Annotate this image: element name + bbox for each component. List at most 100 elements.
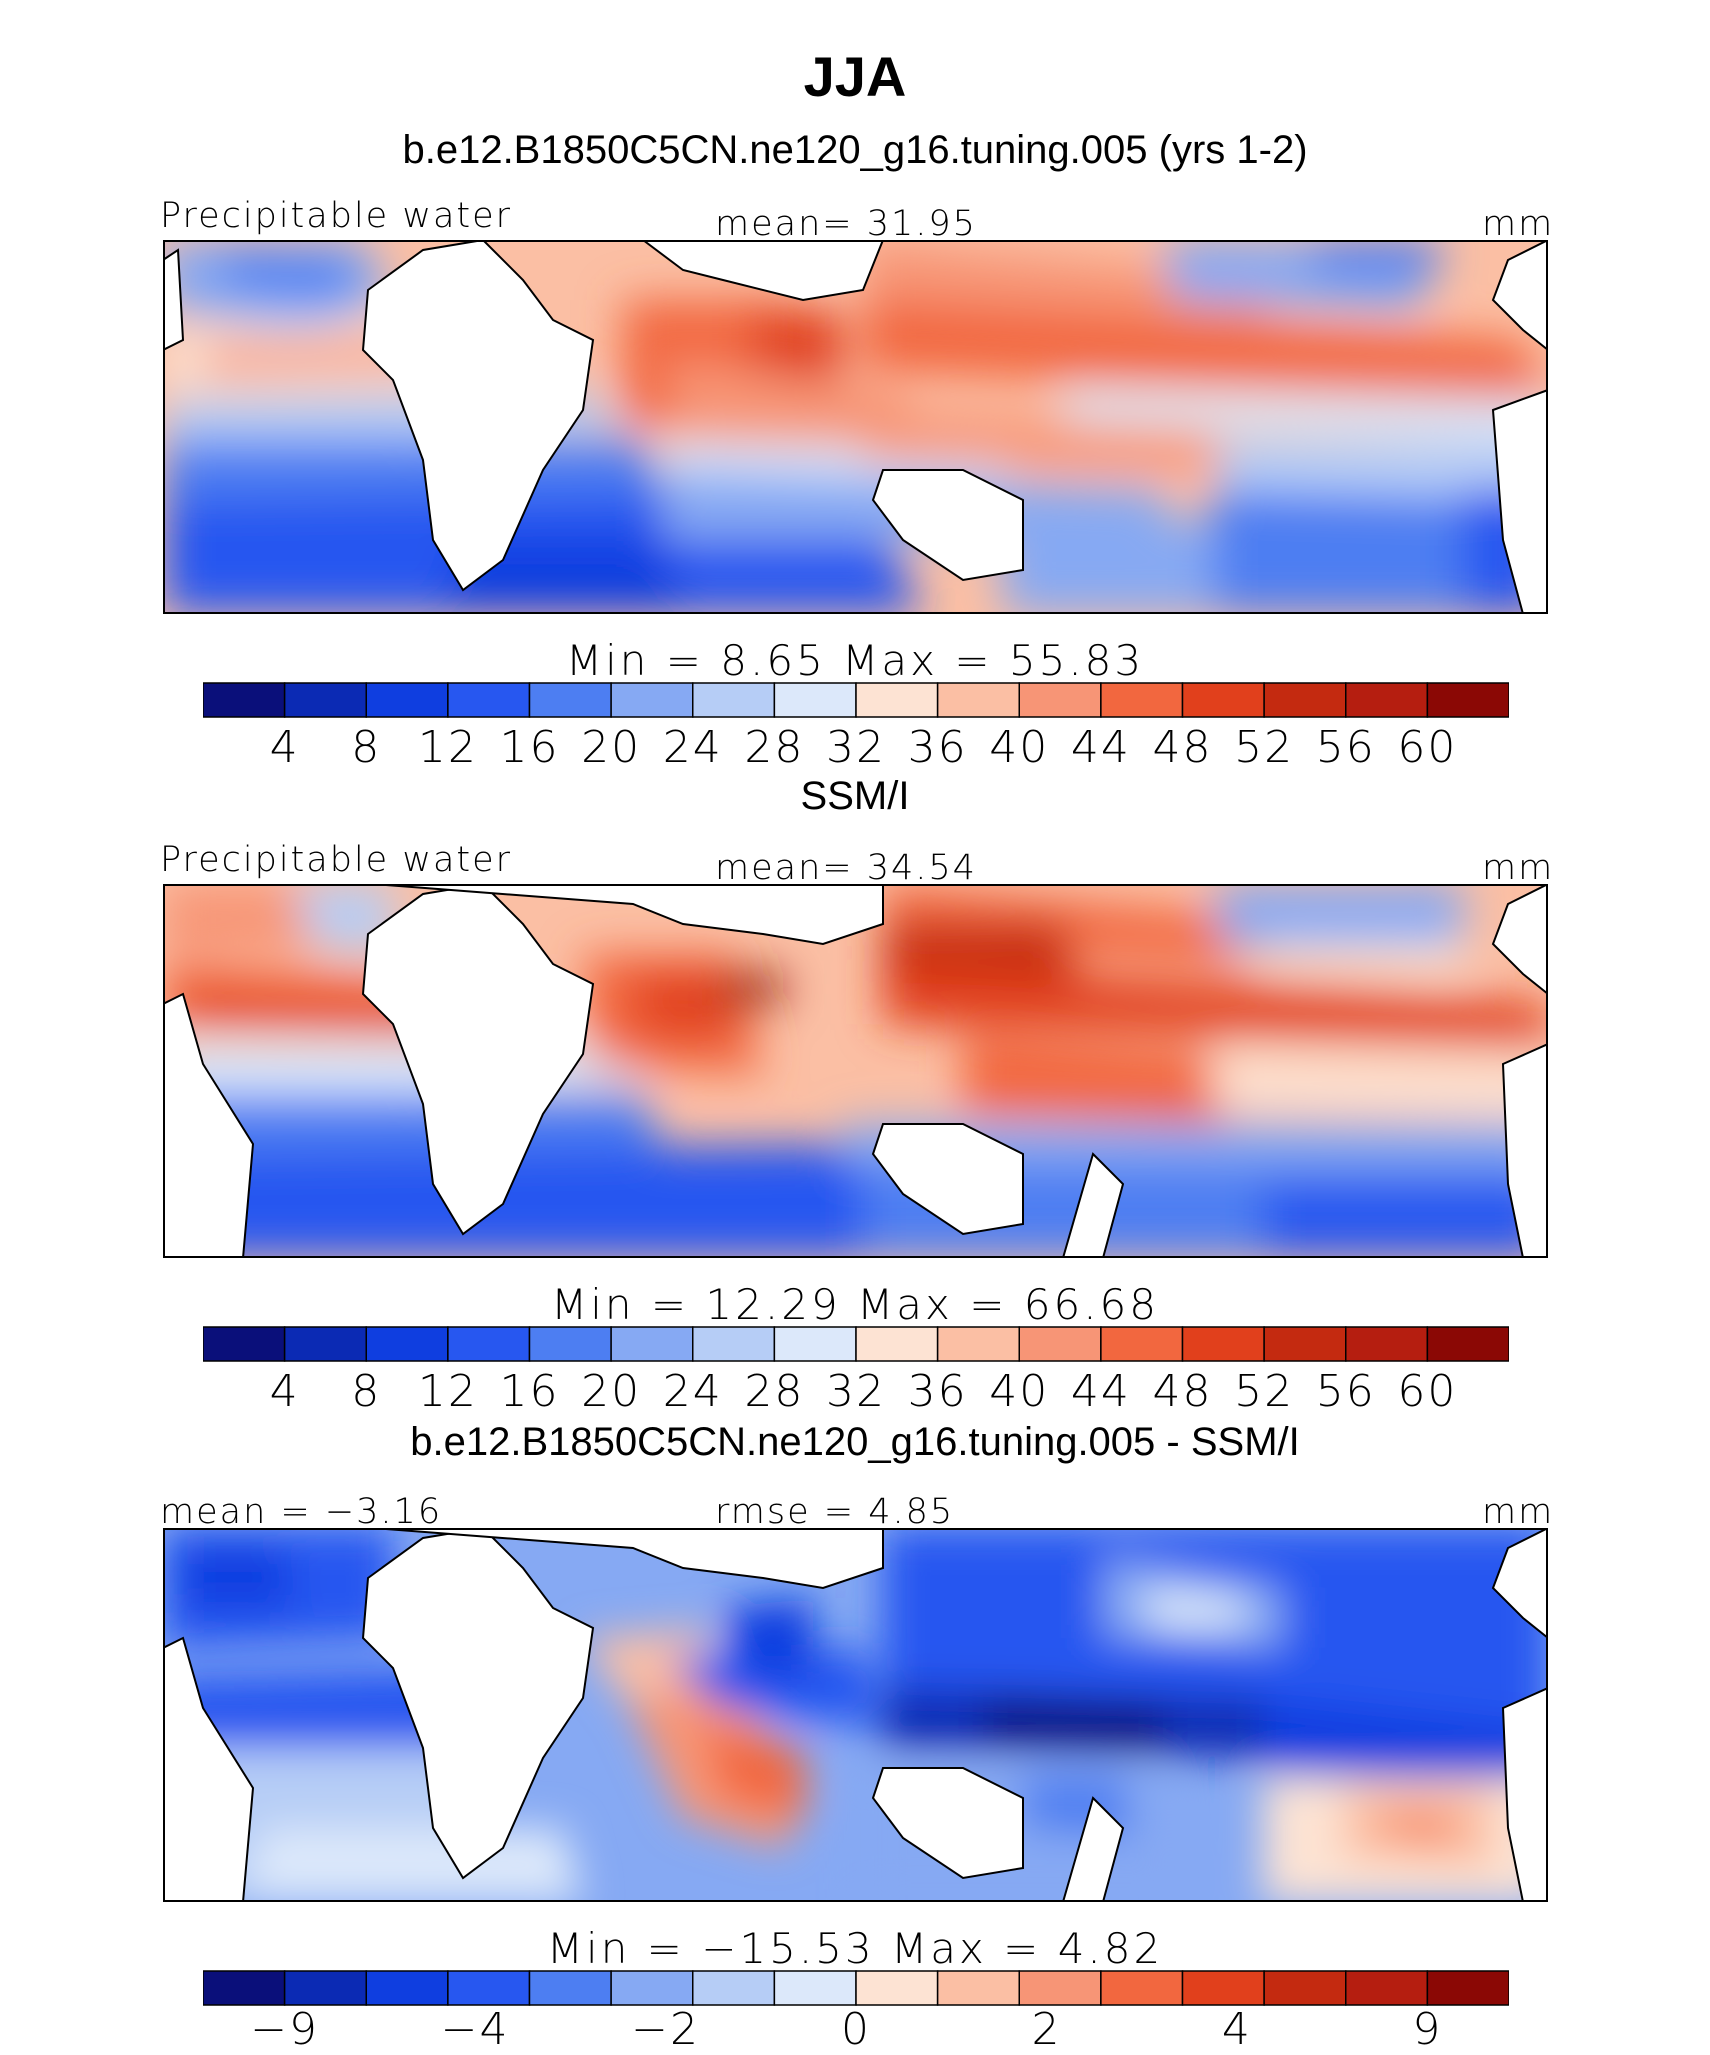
colorbar-bin [1181, 682, 1265, 718]
panel-3-units-label: mm [1482, 1492, 1555, 1532]
colorbar-tick-label: 4 [1221, 2004, 1252, 2055]
colorbar-tick-label: 12 [417, 722, 478, 773]
colorbar-tick-label: 4 [269, 722, 300, 773]
panel-3-title: b.e12.B1850C5CN.ne120_g16.tuning.005 - S… [410, 1420, 1300, 1464]
panel-1-colorbar [203, 682, 1509, 718]
colorbar-bin [1018, 682, 1102, 718]
colorbar-tick-label: 40 [989, 722, 1050, 773]
australia-landmass [871, 1123, 1024, 1236]
colorbar-bin [1018, 1326, 1102, 1362]
panel-2-minmax: Min = 12.29 Max = 66.68 [551, 1280, 1159, 1329]
colorbar-bin [855, 1326, 939, 1362]
colorbar-bin [692, 682, 776, 718]
africa-landmass [361, 884, 595, 1236]
colorbar-tick-label: 8 [351, 722, 382, 773]
colorbar-tick-label: 32 [826, 1366, 886, 1417]
colorbar-tick-label: 52 [1234, 1366, 1295, 1417]
colorbar-bin [528, 1326, 612, 1362]
panel-3-mean-label: mean = −3.16 [160, 1492, 443, 1532]
colorbar-bin [1426, 1970, 1509, 2006]
colorbar-bin [773, 682, 857, 718]
panel-1-units-label: mm [1482, 204, 1555, 244]
panel-1-field-label: Precipitable water [160, 196, 513, 236]
eurasia-landmass [493, 240, 885, 302]
colorbar-bin [447, 682, 531, 718]
colorbar-tick-label: 52 [1234, 722, 1295, 773]
panel-2-map [163, 884, 1548, 1258]
colorbar-bin [447, 1970, 531, 2006]
panel-3-map [163, 1528, 1548, 1902]
colorbar-bin [1426, 1326, 1509, 1362]
colorbar-bin [610, 1970, 694, 2006]
colorbar-bin [855, 682, 939, 718]
panel-1-frame [163, 240, 1548, 614]
colorbar-tick-label: 44 [1070, 722, 1131, 773]
colorbar-bin [692, 1326, 776, 1362]
colorbar-tick-label: 32 [826, 722, 886, 773]
colorbar-bin [773, 1970, 857, 2006]
colorbar-bin [528, 682, 612, 718]
colorbar-tick-label: 12 [417, 1366, 478, 1417]
colorbar-tick-label: 28 [744, 722, 805, 773]
colorbar-bin [1100, 1326, 1184, 1362]
panel-2-title: SSM/I [800, 774, 910, 818]
colorbar-tick-label: 4 [269, 1366, 300, 1417]
south-america-landmass [1491, 388, 1548, 614]
panel-3-frame [163, 1528, 1548, 1902]
panel-2-colorbar-ticks: 4 8 12 16 20 24 28 32 36 40 44 48 52 56 60 [203, 1366, 1509, 1417]
colorbar-bin [610, 1326, 694, 1362]
colorbar-bin [1018, 1970, 1102, 2006]
eurasia-landmass [372, 1528, 884, 1590]
colorbar-tick-label: 9 [1412, 2004, 1443, 2055]
panel-3-rmse-label: rmse = 4.85 [715, 1492, 955, 1532]
americas-landmass [1491, 240, 1548, 352]
colorbar-tick-label: −4 [440, 2004, 510, 2055]
colorbar-tick-label: 2 [1031, 2004, 1062, 2055]
colorbar-tick-label: 8 [351, 1366, 382, 1417]
panel-2-field-label: Precipitable water [160, 840, 513, 880]
colorbar-tick-label: 48 [1152, 1366, 1213, 1417]
colorbar-tick-label: 16 [499, 722, 560, 773]
colorbar-bin [1263, 1326, 1347, 1362]
colorbar-tick-label: 60 [1397, 1366, 1458, 1417]
colorbar-tick-label: 24 [662, 1366, 723, 1417]
colorbar-bin [1345, 1970, 1429, 2006]
colorbar-bin [1345, 682, 1429, 718]
colorbar-bin [1181, 1326, 1265, 1362]
colorbar-bin [936, 1326, 1021, 1362]
colorbar-bin [447, 1326, 531, 1362]
colorbar-tick-label: 60 [1397, 722, 1458, 773]
colorbar-bin [1426, 682, 1509, 718]
panel-3-minmax: Min = −15.53 Max = 4.82 [546, 1924, 1164, 1973]
panel-3-colorbar-ticks: −9 −4 −2 0 2 4 9 [203, 2004, 1509, 2055]
colorbar-bin [365, 1970, 449, 2006]
south-america-landmass [1501, 1042, 1548, 1258]
figure-title: JJA [803, 45, 907, 108]
colorbar-tick-label: −9 [250, 2004, 320, 2055]
colorbar-bin [283, 1326, 368, 1362]
australia-landmass [871, 1767, 1024, 1880]
panel-2-units-label: mm [1482, 848, 1555, 888]
colorbar-tick-label: 40 [989, 1366, 1050, 1417]
colorbar-bin [283, 682, 368, 718]
colorbar-bin [203, 1970, 286, 2006]
colorbar-tick-label: 48 [1152, 722, 1213, 773]
colorbar-bin [936, 682, 1021, 718]
colorbar-tick-label: 0 [841, 2004, 871, 2055]
panel-1-map [163, 240, 1548, 614]
colorbar-tick-label: −2 [631, 2004, 700, 2055]
colorbar-bin [203, 1326, 286, 1362]
colorbar-tick-label: 56 [1315, 1366, 1376, 1417]
panel-1-mean-label: mean= 31.95 [715, 204, 977, 244]
americas-landmass [1491, 884, 1548, 996]
colorbar-bin [203, 682, 286, 718]
panel-2-mean-label: mean= 34.54 [715, 848, 977, 888]
colorbar-bin [692, 1970, 776, 2006]
americas-landmass [1491, 1528, 1548, 1640]
colorbar-tick-label: 44 [1070, 1366, 1131, 1417]
australia-landmass [871, 469, 1024, 582]
colorbar-bin [1181, 1970, 1265, 2006]
colorbar-bin [283, 1970, 368, 2006]
colorbar-bin [855, 1970, 939, 2006]
colorbar-tick-label: 36 [907, 1366, 968, 1417]
